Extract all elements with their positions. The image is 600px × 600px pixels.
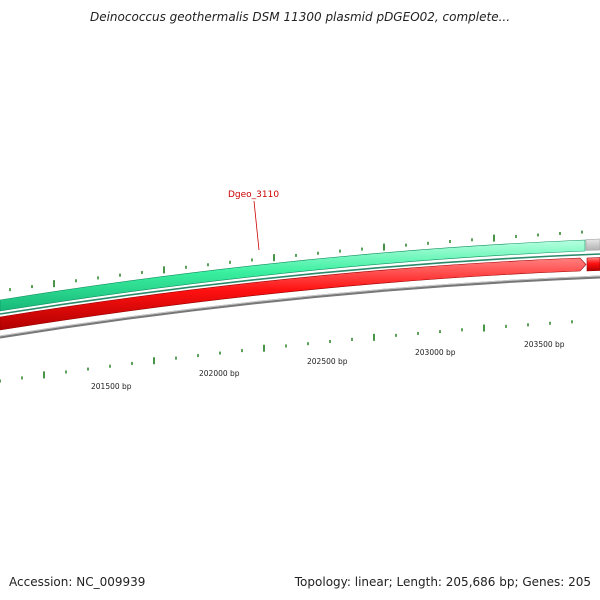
bp-tick-label: 202000 bp [199,369,240,378]
summary-text: Topology: linear; Length: 205,686 bp; Ge… [294,575,591,589]
bp-tick-label: 203000 bp [415,348,456,357]
gene-callout-line [253,200,260,251]
gc-marks-upper [9,230,583,292]
gene-label: Dgeo_3110 [228,190,279,200]
bp-tick-label: 201500 bp [91,382,132,391]
forward-gene-partial [585,238,600,251]
bp-tick-label: 202500 bp [307,357,348,366]
accession-text: Accession: NC_009939 [9,575,146,589]
forward-gene-track [0,239,586,312]
sequence-backbone [0,275,600,339]
gc-marks-lower [0,320,573,383]
forward-strand-line [0,253,600,315]
map-title: Deinococcus geothermalis DSM 11300 plasm… [89,10,511,24]
reverse-gene-next [586,257,600,272]
reverse-gene-track [0,257,587,331]
bp-tick-label: 203500 bp [524,340,565,349]
